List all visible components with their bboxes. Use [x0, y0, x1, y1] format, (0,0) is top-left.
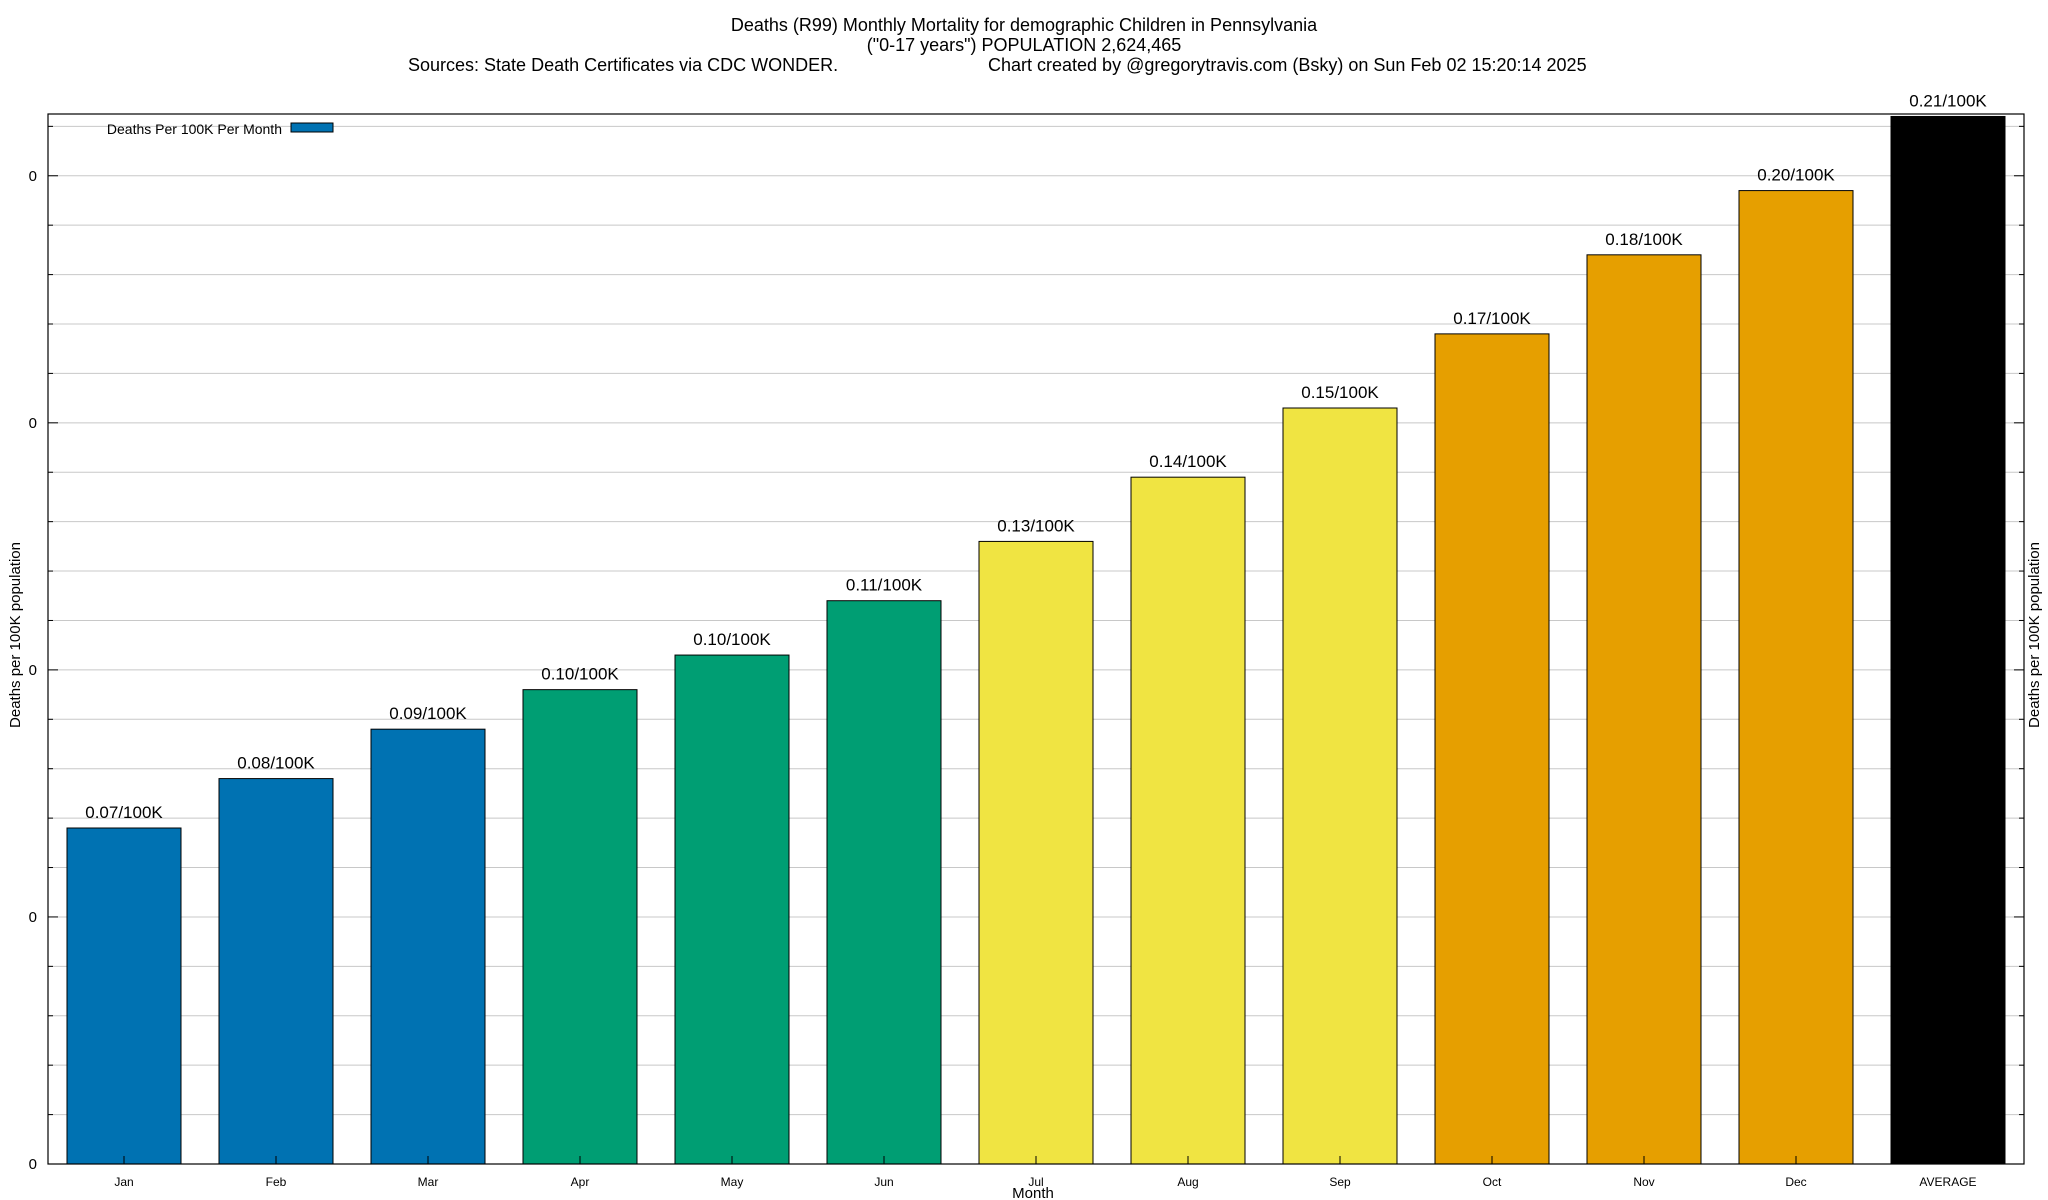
x-tick-label-sep: Sep	[1329, 1175, 1351, 1189]
bar-average	[1890, 115, 2006, 1165]
bar-aug	[1130, 476, 1246, 1165]
legend-label: Deaths Per 100K Per Month	[107, 121, 282, 137]
bar-jun	[826, 600, 942, 1165]
chart-credit-text: Chart created by @gregorytravis.com (Bsk…	[988, 55, 1587, 75]
x-tick-label-oct: Oct	[1483, 1175, 1502, 1189]
data-label-feb: 0.08/100K	[237, 754, 315, 773]
data-label-oct: 0.17/100K	[1453, 309, 1531, 328]
bar-sep	[1282, 407, 1398, 1165]
y2-axis-label: Deaths per 100K population	[2026, 542, 2043, 728]
x-axis-label: Month	[1012, 1185, 1054, 1200]
data-label-jun: 0.11/100K	[846, 576, 923, 595]
x-tick-label-feb: Feb	[266, 1175, 287, 1189]
data-label-aug: 0.14/100K	[1149, 452, 1227, 471]
legend: Deaths Per 100K Per Month	[107, 121, 334, 137]
chart-title-line-2: ("0-17 years") POPULATION 2,624,465	[867, 35, 1182, 55]
bar-dec	[1738, 190, 1854, 1165]
y-tick-label: 0	[29, 415, 37, 432]
bar-jan	[66, 827, 182, 1165]
y-axis-label: Deaths per 100K population	[7, 542, 24, 728]
x-tick-label-mar: Mar	[418, 1175, 439, 1189]
y-tick-label: 0	[29, 662, 37, 679]
data-label-average: 0.21/100K	[1909, 91, 1987, 110]
bar-jul	[978, 540, 1094, 1165]
data-label-apr: 0.10/100K	[541, 665, 619, 684]
x-tick-label-aug: Aug	[1177, 1175, 1198, 1189]
chart-title-line-1: Deaths (R99) Monthly Mortality for demog…	[731, 15, 1318, 35]
x-tick-label-apr: Apr	[571, 1175, 590, 1189]
bar-nov	[1586, 254, 1702, 1165]
x-tick-label-may: May	[721, 1175, 744, 1189]
legend-swatch	[290, 122, 334, 133]
bar-layer	[66, 115, 2006, 1165]
data-label-dec: 0.20/100K	[1757, 166, 1835, 185]
data-label-sep: 0.15/100K	[1301, 383, 1379, 402]
data-label-nov: 0.18/100K	[1605, 230, 1683, 249]
data-label-jan: 0.07/100K	[85, 803, 163, 822]
x-tick-label-jun: Jun	[874, 1175, 893, 1189]
data-label-jul: 0.13/100K	[997, 516, 1075, 535]
x-tick-label-average: AVERAGE	[1919, 1175, 1976, 1189]
y-tick-label: 0	[29, 909, 37, 926]
bar-oct	[1434, 333, 1550, 1165]
y-tick-label: 0	[29, 168, 37, 185]
x-tick-label-jan: Jan	[114, 1175, 133, 1189]
bar-may	[674, 654, 790, 1165]
bar-feb	[218, 778, 334, 1165]
x-tick-label-dec: Dec	[1785, 1175, 1806, 1189]
label-layer: 0 0 0 0 0 0.07/100K Jan 0.08/100K Feb 0.09/100K Ma…	[29, 91, 1988, 1189]
x-tick-label-jul: Jul	[1028, 1175, 1043, 1189]
bar-apr	[522, 689, 638, 1165]
tick-layer	[48, 125, 2024, 1164]
bar-mar	[370, 728, 486, 1165]
data-label-may: 0.10/100K	[693, 630, 771, 649]
data-label-mar: 0.09/100K	[389, 704, 467, 723]
chart-source-text: Sources: State Death Certificates via CD…	[408, 55, 838, 75]
y-tick-label: 0	[29, 1156, 37, 1173]
x-tick-label-nov: Nov	[1633, 1175, 1654, 1189]
